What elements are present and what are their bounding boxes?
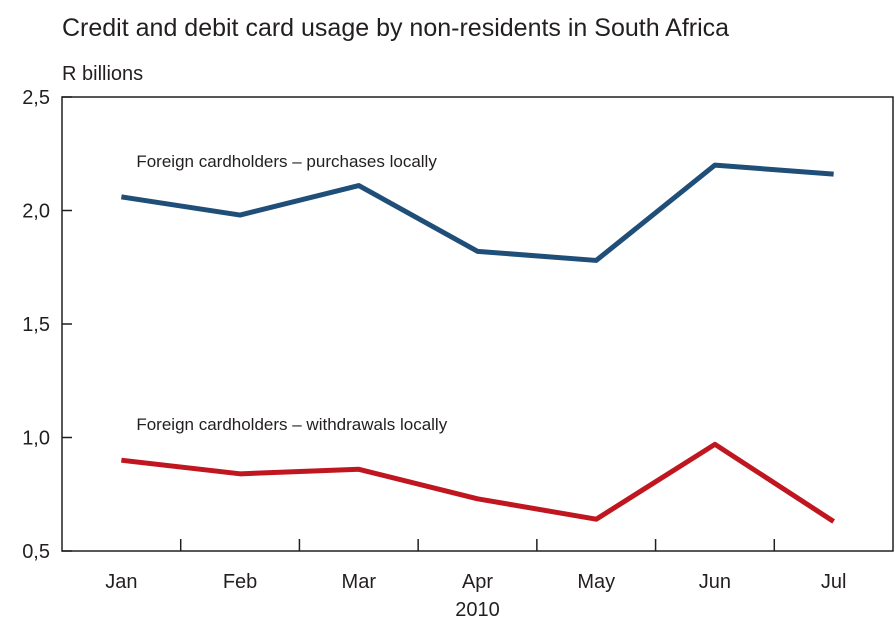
y-tick-label: 0,5 — [22, 541, 50, 563]
series-labels: Foreign cardholders – purchases locally F… — [136, 152, 447, 434]
series-line-withdrawals — [121, 441, 836, 524]
x-tick-label: Apr — [462, 571, 493, 593]
series-label-withdrawals: Foreign cardholders – withdrawals locall… — [136, 415, 447, 434]
y-tick-label: 2,0 — [22, 201, 50, 223]
x-tick-label: May — [577, 571, 615, 593]
x-tick-label: Jul — [821, 571, 847, 593]
x-tick-label: Jun — [699, 571, 731, 593]
x-axis-caption: 2010 — [455, 599, 500, 621]
x-tick-label: Feb — [223, 571, 257, 593]
series-lines — [120, 162, 836, 524]
series-label-purchases: Foreign cardholders – purchases locally — [136, 152, 437, 171]
y-axis-unit-label: R billions — [62, 63, 143, 85]
x-tick-label: Mar — [342, 571, 377, 593]
y-tick-label: 1,5 — [22, 314, 50, 336]
chart-title: Credit and debit card usage by non-resid… — [62, 14, 730, 42]
y-tick-label: 2,5 — [22, 87, 50, 109]
series-line-purchases — [120, 162, 834, 263]
y-tick-label: 1,0 — [22, 428, 50, 450]
x-tick-label: Jan — [105, 571, 137, 593]
axes: 0,5 1,0 1,5 2,0 2,5 R billions Jan Feb Mar Apr May… — [22, 63, 894, 621]
